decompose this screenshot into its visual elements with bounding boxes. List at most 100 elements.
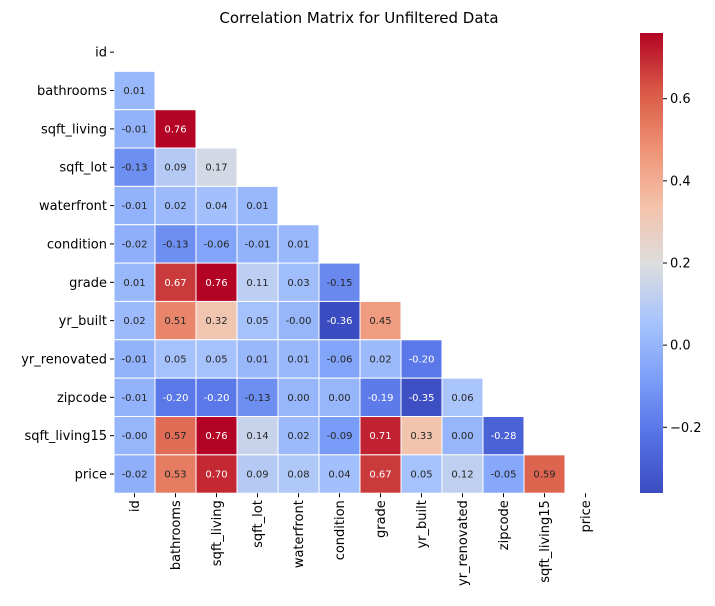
cell-value-label: -0.02: [122, 239, 148, 250]
cell-value-label: 0.53: [164, 470, 186, 481]
heatmap-cell: [195, 262, 238, 302]
cell-value-label: 0.05: [246, 316, 268, 327]
heatmap-cell: [318, 300, 361, 341]
heatmap-cell: [195, 339, 238, 379]
heatmap-cell: [318, 454, 361, 494]
cell-value-label: -0.13: [163, 239, 189, 250]
colorbar-tick-label: 0.6: [670, 92, 691, 107]
cell-value-label: 0.00: [328, 393, 350, 404]
heatmap-cell: [277, 262, 320, 302]
cell-value-label: -0.20: [204, 393, 230, 404]
heatmap-cell: [318, 416, 361, 456]
heatmap-cell: [113, 339, 156, 379]
heatmap-cell: [523, 454, 566, 494]
heatmap-cell: [113, 300, 156, 341]
cell-value-label: 0.11: [246, 278, 268, 289]
heatmap-cell: [441, 377, 484, 417]
y-tick-label: sqft_lot: [59, 161, 107, 176]
cell-value-label: 0.05: [410, 470, 432, 481]
cell-value-label: -0.35: [409, 393, 435, 404]
cell-value-label: 0.32: [205, 316, 227, 327]
y-tick-label: condition: [47, 237, 107, 252]
heatmap-cell: [236, 377, 279, 417]
cell-value-label: 0.01: [246, 354, 268, 365]
heatmap-cell: [113, 109, 156, 149]
cell-value-label: 0.02: [287, 431, 309, 442]
heatmap-cell: [113, 416, 156, 456]
heatmap-cell: [318, 262, 361, 302]
y-tick-label: sqft_living15: [24, 429, 107, 444]
heatmap-cell: [236, 224, 279, 264]
cell-value-label: -0.20: [163, 393, 189, 404]
colorbar-tick-label: 0.4: [670, 174, 691, 189]
cell-value-label: 0.33: [410, 431, 432, 442]
heatmap-cell: [236, 262, 279, 302]
cell-value-label: 0.00: [287, 393, 309, 404]
cell-value-label: -0.00: [286, 316, 312, 327]
cell-value-label: -0.05: [491, 470, 517, 481]
heatmap-cell: [195, 147, 238, 187]
x-tick-label: price: [579, 500, 594, 532]
cell-value-label: 0.01: [287, 239, 309, 250]
heatmap-cell: [236, 185, 279, 226]
cell-value-label: -0.28: [491, 431, 517, 442]
y-tick-label: id: [95, 46, 107, 61]
cell-value-label: 0.04: [328, 470, 350, 481]
x-tick-label: sqft_living: [210, 500, 225, 566]
cell-value-label: 0.02: [369, 354, 391, 365]
y-tick-label: sqft_living: [41, 122, 107, 137]
y-tick-label: zipcode: [57, 391, 107, 406]
heatmap-cell: [154, 224, 197, 264]
cell-value-label: 0.76: [164, 124, 186, 135]
colorbar-ticks: −0.2 0.0 0.2 0.4 0.6: [663, 92, 702, 436]
cell-value-label: -0.09: [327, 431, 353, 442]
x-tick-label: bathrooms: [169, 500, 184, 570]
y-tick-labels: id bathrooms sqft_living sqft_lot waterfront…: [21, 46, 114, 483]
cell-value-label: 0.01: [246, 201, 268, 212]
heatmap-cell: [318, 377, 361, 417]
cell-value-label: -0.13: [245, 393, 271, 404]
cell-value-label: 0.17: [205, 163, 227, 174]
y-tick-label: price: [75, 468, 107, 483]
cell-value-label: -0.20: [409, 354, 435, 365]
cell-value-label: 0.45: [369, 316, 391, 327]
cell-value-label: 0.01: [287, 354, 309, 365]
cell-value-label: -0.01: [122, 354, 148, 365]
cell-value-label: 0.09: [164, 163, 186, 174]
cell-value-label: 0.76: [205, 431, 227, 442]
cell-value-label: 0.04: [205, 201, 227, 212]
y-tick-label: grade: [69, 276, 107, 291]
x-tick-label: yr_renovated: [456, 500, 471, 586]
heatmap-cell: [482, 416, 525, 456]
cell-value-label: 0.67: [369, 470, 391, 481]
heatmap-cell: [154, 185, 197, 226]
cell-value-label: 0.05: [164, 354, 186, 365]
colorbar-gradient: [640, 33, 663, 493]
cell-value-label: 0.59: [533, 470, 555, 481]
cell-value-label: 0.09: [246, 470, 268, 481]
cell-value-label: 0.02: [123, 316, 145, 327]
cell-value-label: 0.14: [246, 431, 268, 442]
cell-value-label: 0.71: [369, 431, 391, 442]
x-tick-label: waterfront: [292, 500, 307, 568]
x-tick-label: grade: [374, 500, 389, 538]
cell-value-label: -0.01: [245, 239, 271, 250]
chart-title: Correlation Matrix for Unfiltered Data: [219, 9, 498, 27]
colorbar-tick-label: 0.2: [670, 257, 691, 272]
heatmap-cell: [154, 416, 197, 456]
y-tick-label: yr_built: [59, 314, 107, 329]
heatmap-cell: [441, 416, 484, 456]
y-tick-label: yr_renovated: [21, 352, 107, 367]
cell-value-label: 0.05: [205, 354, 227, 365]
cell-value-label: -0.19: [368, 393, 394, 404]
y-tick-label: waterfront: [39, 199, 107, 214]
cell-value-label: 0.08: [287, 470, 309, 481]
cell-value-label: 0.67: [164, 278, 186, 289]
x-tick-labels: id bathrooms sqft_living sqft_lot waterfront…: [128, 493, 594, 586]
cell-value-label: 0.57: [164, 431, 186, 442]
heatmap-cell: [113, 377, 156, 417]
colorbar-tick-label: 0.0: [670, 339, 691, 354]
cell-value-label: -0.13: [122, 163, 148, 174]
cell-value-label: 0.01: [123, 278, 145, 289]
